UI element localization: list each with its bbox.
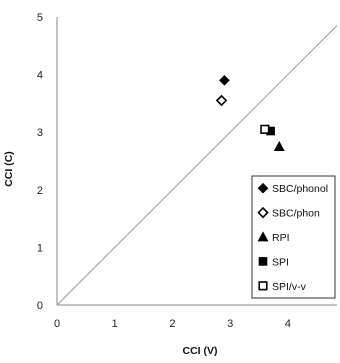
data-point-sbc-phonol	[219, 75, 230, 86]
legend-label: RPI	[272, 232, 290, 244]
data-point-sbc-phon	[215, 94, 228, 107]
x-tick-label: 4	[285, 318, 291, 330]
legend-label: SPI/v-v	[272, 281, 307, 293]
x-tick-label: 3	[227, 318, 233, 330]
legend-label: SPI	[272, 256, 289, 268]
x-tick-label: 1	[112, 318, 118, 330]
y-tick-label: 4	[37, 70, 43, 82]
x-tick-label: 2	[169, 318, 175, 330]
legend-marker-sbc-phon	[257, 206, 269, 219]
legend: SBC/phonol SBC/phon RPI SPI SPI/v-v	[251, 175, 336, 299]
legend-item-sbc-phonol: SBC/phonol	[257, 182, 328, 195]
y-tick-label: 3	[37, 127, 43, 139]
x-axis-label: CCI (V)	[183, 345, 218, 357]
legend-marker-spi	[258, 257, 268, 266]
y-axis-label: CCI (C)	[3, 151, 15, 187]
legend-marker-rpi	[257, 231, 269, 242]
legend-marker-sbc-phonol	[257, 182, 269, 194]
y-tick-label: 2	[37, 185, 43, 197]
data-points	[215, 75, 285, 152]
data-point-rpi	[273, 140, 285, 152]
x-tick-label: 0	[54, 318, 60, 330]
data-point-spi-v-v	[260, 124, 270, 134]
legend-item-spi-v-v: SPI/v-v	[258, 281, 307, 293]
legend-item-rpi: RPI	[257, 231, 290, 244]
legend-item-sbc-phon: SBC/phon	[257, 206, 320, 220]
reference-line-y-equals-x	[56, 25, 338, 306]
plot-frame	[56, 17, 337, 306]
y-tick-label: 5	[37, 12, 43, 24]
y-tick-labels: 0 1 2 3 4 5	[37, 12, 43, 312]
legend-label: SBC/phon	[272, 208, 320, 220]
y-tick-label: 0	[37, 300, 43, 312]
legend-marker-spi-v-v	[258, 281, 268, 291]
x-tick-labels: 0 1 2 3 4	[54, 318, 291, 330]
y-tick-label: 1	[37, 242, 43, 254]
legend-item-spi: SPI	[258, 256, 289, 268]
legend-label: SBC/phonol	[272, 183, 328, 195]
